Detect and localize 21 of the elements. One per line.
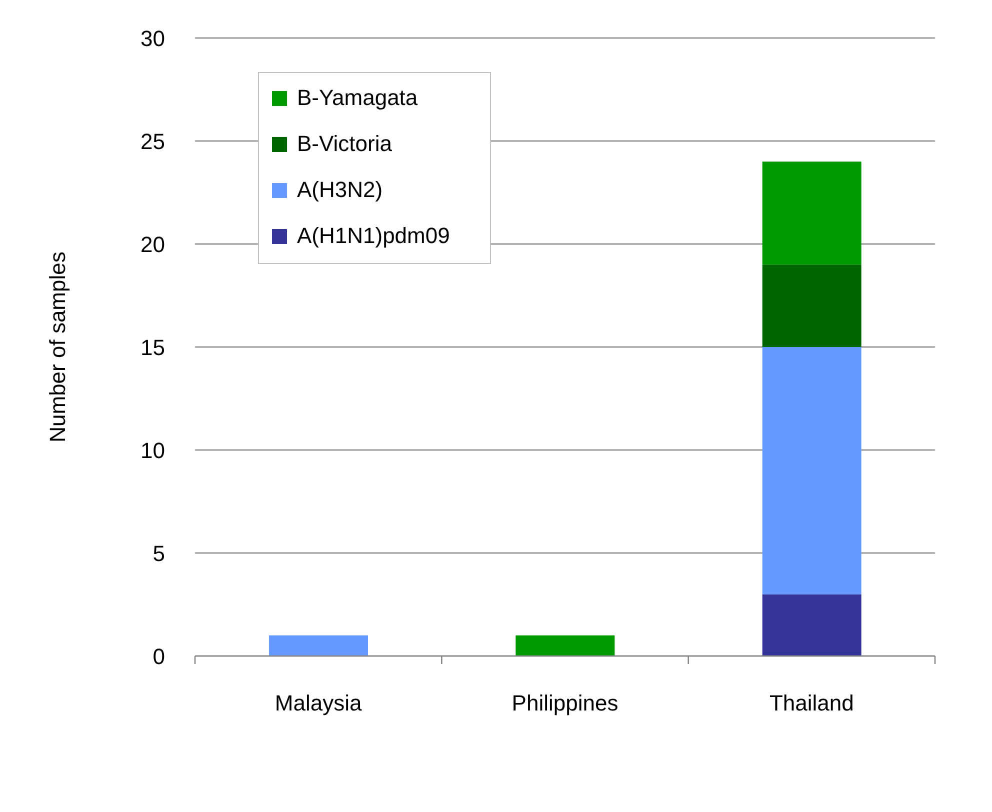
y-tick-label: 10 bbox=[140, 438, 165, 463]
y-tick-label: 25 bbox=[140, 128, 165, 154]
legend-label: A(H1N1)pdm09 bbox=[297, 223, 450, 249]
bar bbox=[762, 347, 862, 594]
x-tick-label: Thailand bbox=[769, 690, 854, 716]
y-tick-label: 15 bbox=[140, 334, 165, 360]
bar bbox=[269, 635, 368, 656]
legend-label: A(H3N2) bbox=[297, 177, 383, 203]
x-tick-label: Philippines bbox=[512, 690, 618, 716]
legend-label: B-Victoria bbox=[297, 131, 392, 157]
bar bbox=[762, 594, 862, 656]
x-tick-label: Malaysia bbox=[274, 690, 362, 716]
bar bbox=[762, 162, 862, 265]
legend-label: B-Yamagata bbox=[297, 85, 418, 111]
y-tick-label: 5 bbox=[152, 540, 165, 566]
bar bbox=[516, 635, 615, 656]
y-tick-label: 20 bbox=[140, 232, 165, 257]
y-tick-label: 0 bbox=[152, 644, 165, 669]
y-tick-label: 30 bbox=[140, 26, 165, 51]
bar bbox=[762, 264, 862, 347]
y-axis-title: Number of samples bbox=[44, 252, 70, 442]
